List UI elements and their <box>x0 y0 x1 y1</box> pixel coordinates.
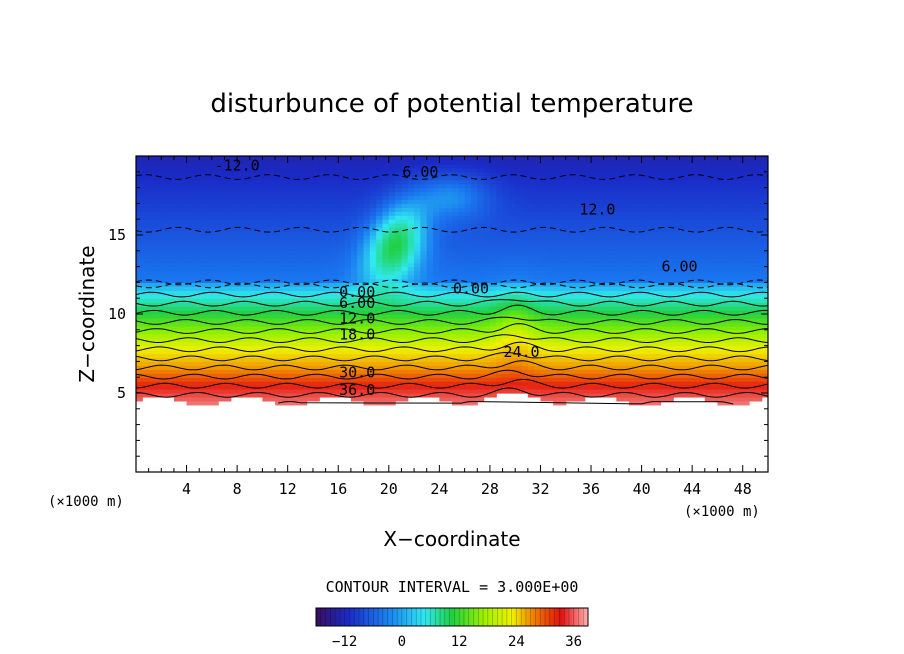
contour-label: 6.00 <box>339 294 375 312</box>
colorbar-tick-label: 0 <box>398 634 406 650</box>
colorbar-gradient <box>315 607 589 627</box>
contour-label: 6.00 <box>402 163 438 181</box>
contour-line <box>136 351 768 362</box>
contour-label: 0.00 <box>339 283 375 301</box>
z-tick-label: 15 <box>108 226 126 244</box>
contour-lines <box>136 174 768 405</box>
contour-label: 6.00 <box>661 258 697 276</box>
x-tick-label: 20 <box>380 480 398 498</box>
contour-label: 30.0 <box>339 364 375 382</box>
x-axis-label: X−coordinate <box>383 527 520 551</box>
colorbar-tick-label: −12 <box>332 634 357 650</box>
colorbar-tick-label: 36 <box>565 634 582 650</box>
x-tick-label: 28 <box>481 480 499 498</box>
contour-line <box>136 291 768 298</box>
contour-line <box>136 279 768 286</box>
contour-line <box>136 341 768 353</box>
chart-title: disturbunce of potential temperature <box>210 89 693 119</box>
x-tick-label: 24 <box>430 480 448 498</box>
x-tick-label: 44 <box>683 480 701 498</box>
contour-line <box>136 334 768 344</box>
contour-line <box>136 387 768 398</box>
contour-label: 12.0 <box>339 310 375 328</box>
contour-label: 12.0 <box>579 201 615 219</box>
contour-label: 18.0 <box>339 326 375 344</box>
x-tick-label: 32 <box>531 480 549 498</box>
contour-line <box>136 360 768 371</box>
contour-label: -12.0 <box>215 157 260 175</box>
contour-line <box>136 299 768 307</box>
colorbar-tick-label: 12 <box>451 634 468 650</box>
contour-line <box>136 316 768 325</box>
z-tick-label: 5 <box>117 384 126 402</box>
x-unit-left: (×1000 m) <box>48 494 124 510</box>
contour-line <box>136 369 768 380</box>
contour-label: 24.0 <box>503 343 539 361</box>
contour-line <box>136 226 768 233</box>
contour-interval-text: CONTOUR INTERVAL = 3.000E+00 <box>326 578 579 596</box>
z-tick-label: 10 <box>108 305 126 323</box>
contour-line <box>136 174 768 180</box>
contour-line <box>136 379 768 389</box>
colorbar-tick-label: 24 <box>508 634 525 650</box>
colorbar: −12 0 12 24 36 <box>315 607 589 650</box>
contour-line <box>136 323 768 334</box>
x-tick-label: 12 <box>279 480 297 498</box>
contour-line <box>136 304 768 316</box>
contour-label: 0.00 <box>453 280 489 298</box>
z-axis: 5 10 15 <box>108 155 768 473</box>
contour-line <box>278 400 734 405</box>
x-tick-label: 8 <box>233 480 242 498</box>
y-axis-label: Z−coordinate <box>75 245 99 382</box>
contour-line <box>136 282 768 289</box>
contour-labels: -12.0 6.0012.06.000.000.006.0012.018.024.… <box>215 157 698 399</box>
x-unit-right: (×1000 m) <box>684 504 760 520</box>
x-tick-label: 16 <box>329 480 347 498</box>
x-tick-label: 36 <box>582 480 600 498</box>
x-axis: 4 8 12 16 20 24 28 32 36 40 44 48 <box>135 156 769 498</box>
x-tick-label: 48 <box>734 480 752 498</box>
x-tick-label: 4 <box>182 480 191 498</box>
x-tick-label: 40 <box>633 480 651 498</box>
contour-label: 36.0 <box>339 381 375 399</box>
